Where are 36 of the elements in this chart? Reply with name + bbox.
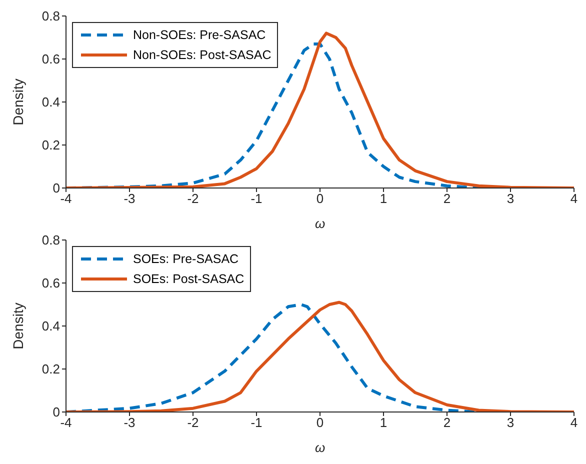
x-tick-label: 4: [570, 415, 578, 430]
x-tick-label: -4: [60, 415, 72, 430]
legend-label: Non-SOEs: Post-SASAC: [133, 48, 272, 62]
y-axis-title: Density: [10, 302, 26, 350]
x-tick-label: -4: [60, 191, 72, 206]
x-tick-label: 3: [506, 191, 514, 206]
y-tick-label: 0.2: [42, 138, 60, 153]
x-tick-label: -2: [187, 415, 199, 430]
x-tick-label: -2: [187, 191, 199, 206]
x-tick-label: 3: [506, 415, 514, 430]
y-tick-label: 0.8: [42, 8, 60, 24]
x-tick-label: 4: [570, 191, 578, 206]
x-tick-label: 0: [316, 191, 324, 206]
y-axis-title: Density: [10, 78, 26, 126]
x-tick-label: 2: [443, 191, 451, 206]
x-axis-title: ω: [314, 440, 326, 455]
legend-label: Non-SOEs: Pre-SASAC: [133, 28, 266, 42]
x-tick-label: 1: [380, 191, 388, 206]
x-tick-label: -3: [124, 415, 136, 430]
x-tick-label: -1: [250, 415, 262, 430]
y-tick-label: 0.8: [42, 232, 60, 248]
y-tick-label: 0.4: [42, 94, 60, 110]
x-tick-label: 2: [443, 415, 451, 430]
y-tick-label: 0.6: [42, 52, 60, 67]
legend-label: SOEs: Pre-SASAC: [133, 252, 239, 266]
legend-label: SOEs: Post-SASAC: [133, 272, 244, 286]
x-axis-title: ω: [314, 216, 326, 231]
y-tick-label: 0.2: [42, 362, 60, 377]
y-tick-label: 0.4: [42, 318, 60, 334]
x-tick-label: 0: [316, 415, 324, 430]
y-tick-label: 0.6: [42, 276, 60, 291]
x-tick-label: 1: [380, 415, 388, 430]
x-tick-label: -1: [250, 191, 262, 206]
y-tick-label: 0: [52, 180, 60, 196]
y-tick-label: 0: [52, 404, 60, 420]
x-tick-label: -3: [124, 191, 136, 206]
